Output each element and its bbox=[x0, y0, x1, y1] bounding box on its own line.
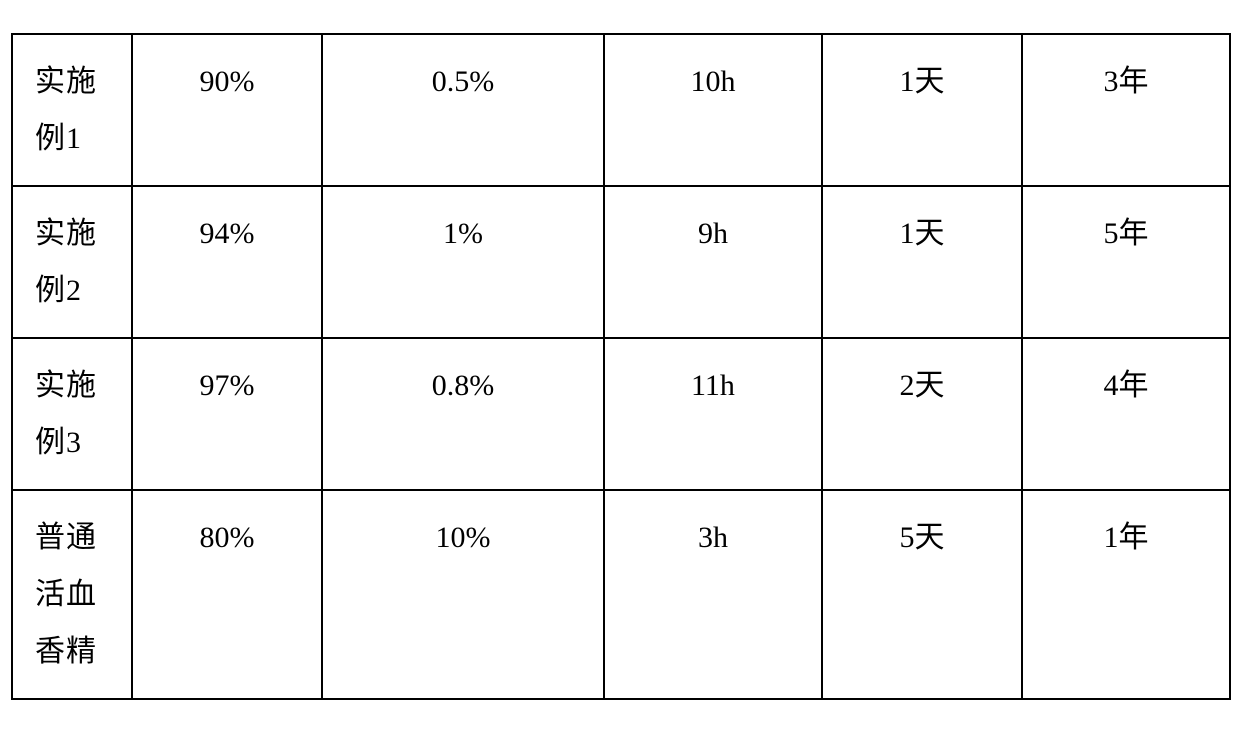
table-cell: 0.8% bbox=[322, 338, 604, 490]
label-line: 实施 bbox=[35, 53, 119, 110]
row-label: 实施 例2 bbox=[12, 186, 132, 338]
table-row: 实施 例3 97% 0.8% 11h 2天 4年 bbox=[12, 338, 1230, 490]
row-label: 实施 例1 bbox=[12, 34, 132, 186]
label-line: 香精 bbox=[35, 623, 119, 680]
table-cell: 97% bbox=[132, 338, 322, 490]
table-cell: 10% bbox=[322, 490, 604, 699]
table-body: 实施 例1 90% 0.5% 10h 1天 3年 实施 例2 94% 1% 9h… bbox=[12, 34, 1230, 699]
table-cell: 5天 bbox=[822, 490, 1022, 699]
label-line: 普通 bbox=[35, 509, 119, 566]
table-cell: 2天 bbox=[822, 338, 1022, 490]
table-cell: 11h bbox=[604, 338, 822, 490]
table-row: 实施 例1 90% 0.5% 10h 1天 3年 bbox=[12, 34, 1230, 186]
table-row: 普通 活血 香精 80% 10% 3h 5天 1年 bbox=[12, 490, 1230, 699]
table-cell: 1% bbox=[322, 186, 604, 338]
table-cell: 9h bbox=[604, 186, 822, 338]
table-row: 实施 例2 94% 1% 9h 1天 5年 bbox=[12, 186, 1230, 338]
table-cell: 90% bbox=[132, 34, 322, 186]
label-line: 实施 bbox=[35, 205, 119, 262]
label-line: 活血 bbox=[35, 566, 119, 623]
label-line: 例3 bbox=[35, 414, 119, 471]
data-table: 实施 例1 90% 0.5% 10h 1天 3年 实施 例2 94% 1% 9h… bbox=[11, 33, 1231, 700]
table-cell: 1年 bbox=[1022, 490, 1230, 699]
table-cell: 3年 bbox=[1022, 34, 1230, 186]
table-cell: 4年 bbox=[1022, 338, 1230, 490]
table-cell: 5年 bbox=[1022, 186, 1230, 338]
row-label: 普通 活血 香精 bbox=[12, 490, 132, 699]
table-cell: 10h bbox=[604, 34, 822, 186]
label-line: 实施 bbox=[35, 357, 119, 414]
table-cell: 80% bbox=[132, 490, 322, 699]
table-cell: 94% bbox=[132, 186, 322, 338]
data-table-wrapper: 实施 例1 90% 0.5% 10h 1天 3年 实施 例2 94% 1% 9h… bbox=[11, 33, 1229, 700]
row-label: 实施 例3 bbox=[12, 338, 132, 490]
label-line: 例2 bbox=[35, 262, 119, 319]
table-cell: 1天 bbox=[822, 186, 1022, 338]
table-cell: 3h bbox=[604, 490, 822, 699]
table-cell: 1天 bbox=[822, 34, 1022, 186]
label-line: 例1 bbox=[35, 110, 119, 167]
table-cell: 0.5% bbox=[322, 34, 604, 186]
